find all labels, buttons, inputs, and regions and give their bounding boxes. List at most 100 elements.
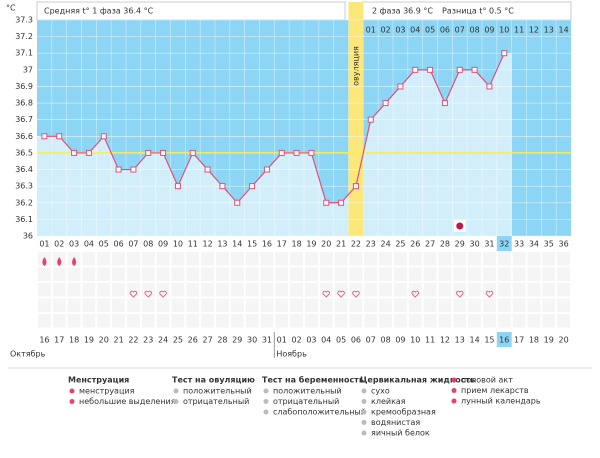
ovulation-label: овуляция — [351, 46, 360, 86]
symbol-cell — [453, 298, 467, 312]
symbol-cell — [334, 252, 348, 266]
phase2-day: 06 — [440, 26, 450, 35]
x-tick-label: 32 — [499, 240, 509, 249]
symbol-cell — [423, 298, 437, 312]
symbol-cell — [364, 267, 378, 281]
symbol-cell — [379, 298, 392, 312]
symbol-cell — [112, 252, 125, 266]
heart-icon — [144, 290, 152, 298]
symbol-cell — [216, 267, 229, 281]
date-label: 15 — [484, 336, 494, 345]
symbol-cell — [97, 283, 111, 297]
symbol-cell — [38, 267, 51, 281]
temp-point — [263, 166, 270, 173]
date-label: 03 — [306, 336, 316, 345]
y-tick-label: 36.6 — [15, 132, 33, 141]
symbol-cell — [260, 267, 274, 281]
symbol-cell — [557, 283, 570, 297]
symbol-cell — [483, 252, 496, 266]
heart-icon — [485, 290, 494, 298]
phase2-day: 12 — [529, 26, 539, 35]
symbol-cell — [275, 298, 289, 312]
symbol-cell — [38, 314, 51, 328]
header-diff: Разница t° 0.5 °C — [442, 7, 514, 16]
symbol-cell — [97, 314, 111, 328]
y-tick-label: 36.9 — [15, 82, 33, 91]
symbol-cell — [171, 267, 185, 281]
symbol-cell — [483, 267, 496, 281]
symbol-cell — [408, 314, 422, 328]
heart-icon — [411, 290, 419, 298]
symbol-cell — [379, 314, 392, 328]
symbol-cell — [127, 314, 140, 328]
symbol-cell — [171, 314, 185, 328]
symbol-cell — [290, 267, 303, 281]
x-tick-label: 19 — [306, 240, 316, 249]
symbol-cell — [52, 314, 66, 328]
symbol-cell — [112, 314, 125, 328]
symbol-cell — [260, 283, 274, 297]
symbol-cell — [334, 314, 348, 328]
temp-point — [219, 183, 226, 190]
temp-point — [352, 183, 359, 190]
symbol-cell — [82, 267, 96, 281]
symbol-cell — [82, 252, 96, 266]
y-tick-label: 36.4 — [15, 165, 33, 174]
temp-point — [441, 100, 448, 107]
temp-point — [56, 133, 63, 140]
symbol-cell — [38, 283, 51, 297]
symbol-cell — [497, 314, 511, 328]
x-tick-label: 09 — [158, 240, 168, 249]
symbol-cell — [364, 298, 378, 312]
phase2-day: 05 — [425, 26, 435, 35]
symbol-cell — [186, 298, 200, 312]
legend-item: прием лекарств — [461, 386, 529, 395]
legend-item: половой акт — [461, 376, 513, 385]
x-tick-label: 18 — [291, 240, 301, 249]
y-tick-label: 37 — [23, 65, 33, 74]
symbol-cell — [453, 283, 467, 297]
x-tick-label: 25 — [395, 240, 405, 249]
legend-item: отрицательный — [273, 397, 339, 406]
legend-icon — [263, 399, 269, 404]
date-label: 25 — [173, 336, 183, 345]
y-tick-label: 36.8 — [15, 99, 33, 108]
symbol-cell — [216, 283, 229, 297]
heart-icon — [129, 290, 138, 298]
month-label: Октябрь — [10, 350, 46, 359]
y-tick-label: 36.5 — [15, 148, 33, 157]
temp-point — [249, 183, 256, 190]
symbol-cell — [349, 283, 363, 297]
symbol-cell — [349, 314, 363, 328]
y-tick-label: 37.3 — [15, 16, 33, 25]
date-label: 22 — [128, 336, 138, 345]
symbol-cell — [52, 283, 66, 297]
symbol-cell — [394, 283, 407, 297]
symbol-cell — [275, 252, 289, 266]
temp-point — [456, 66, 463, 73]
symbol-cell — [394, 314, 407, 328]
symbol-cell — [186, 314, 200, 328]
x-tick-label: 12 — [202, 240, 212, 249]
temp-point — [486, 83, 493, 90]
lunar-icon — [456, 222, 464, 230]
phase2-day: 03 — [395, 26, 405, 35]
symbol-cell — [141, 314, 155, 328]
symbol-cell — [438, 252, 452, 266]
temp-point — [501, 50, 508, 57]
temp-point — [71, 149, 78, 156]
x-tick-label: 08 — [143, 240, 153, 249]
date-label: 18 — [69, 336, 79, 345]
symbol-cell — [290, 252, 303, 266]
symbol-cell — [408, 283, 422, 297]
symbol-cell — [542, 267, 556, 281]
drop-icon — [42, 257, 47, 266]
x-tick-label: 27 — [425, 240, 435, 249]
symbol-cell — [319, 298, 333, 312]
legend-icon — [361, 420, 367, 425]
legend-icon — [451, 388, 457, 393]
legend-title: Тест на беременность — [262, 375, 364, 385]
symbol-cell — [423, 283, 437, 297]
date-label: 02 — [291, 336, 301, 345]
phase2-day: 11 — [514, 26, 524, 35]
